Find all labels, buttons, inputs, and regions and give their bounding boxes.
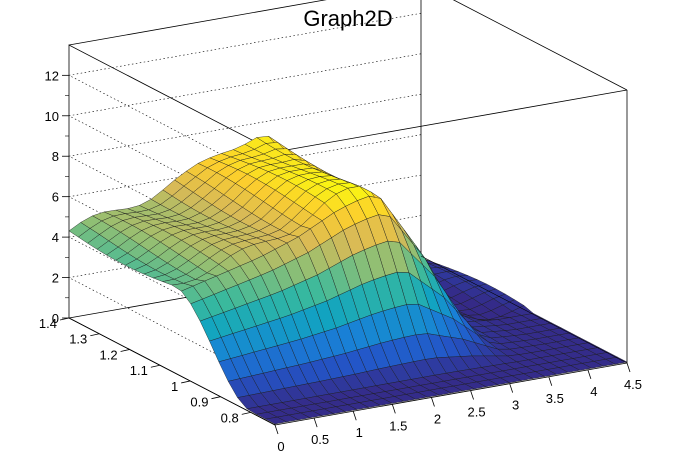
z-tick-label: 6 — [52, 190, 59, 205]
y-tick-label: 0.8 — [221, 410, 239, 425]
x-tick — [313, 417, 318, 428]
box-top-front-edge — [274, 89, 628, 153]
box-top-right-edge — [452, 0, 628, 91]
x-tick-label: 4.5 — [624, 377, 642, 392]
x-tick-label: 3.5 — [546, 391, 564, 406]
box-front-edges — [68, 255, 628, 426]
y-tick-label: 1.4 — [39, 316, 57, 331]
y-tick — [120, 349, 130, 352]
box-bottom-left-edge — [68, 317, 276, 426]
x-tick-label: 1 — [356, 425, 363, 440]
z-axis: 0 2 4 6 8 10 12 — [45, 68, 69, 326]
x-axis: 0 0.5 1 1.5 2 2.5 3 3.5 4 4.5 — [274, 362, 642, 454]
x-tick-label: 3 — [512, 398, 519, 413]
x-tick-label: 2 — [434, 411, 441, 426]
x-tick — [626, 362, 631, 373]
x-tick — [470, 390, 474, 400]
x-tick — [274, 424, 279, 435]
z-tick-label: 8 — [52, 149, 59, 164]
x-tick — [352, 411, 357, 421]
surface-cell — [605, 356, 628, 365]
x-tick-label: 0.5 — [311, 432, 329, 447]
y-tick-label: 0.9 — [190, 395, 208, 410]
x-tick-label: 1.5 — [389, 418, 407, 433]
y-axis: 0.8 0.9 1 1.1 1.2 1.3 1.4 — [39, 316, 251, 425]
box-bottom-front-edge — [274, 362, 628, 426]
y-tick-label: 1 — [171, 379, 178, 394]
x-tick-label: 2.5 — [468, 405, 486, 420]
z-tick-label: 0 — [52, 311, 59, 326]
y-tick-label: 1.1 — [130, 363, 148, 378]
z-tick-label: 12 — [45, 68, 59, 83]
y-tick — [90, 333, 100, 337]
y-tick — [211, 396, 221, 400]
z-tick-label: 4 — [52, 230, 59, 245]
chart-title: Graph2D — [303, 6, 392, 31]
z-tick-label: 10 — [45, 109, 59, 124]
y-tick-label: 1.3 — [69, 332, 87, 347]
box-bottom-right-edge — [420, 255, 628, 364]
x-tick — [509, 383, 514, 393]
y-tick — [181, 380, 191, 384]
x-tick-label: 4 — [590, 384, 597, 399]
z-tick-label: 2 — [52, 271, 59, 286]
x-tick — [431, 397, 435, 407]
surface-mesh — [68, 135, 628, 425]
x-tick-label: 0 — [277, 439, 284, 454]
y-tick — [241, 412, 251, 415]
y-tick — [150, 364, 160, 368]
y-tick-label: 1.2 — [100, 347, 118, 362]
x-tick — [548, 376, 553, 386]
x-tick — [391, 404, 396, 414]
x-tick — [587, 369, 592, 380]
